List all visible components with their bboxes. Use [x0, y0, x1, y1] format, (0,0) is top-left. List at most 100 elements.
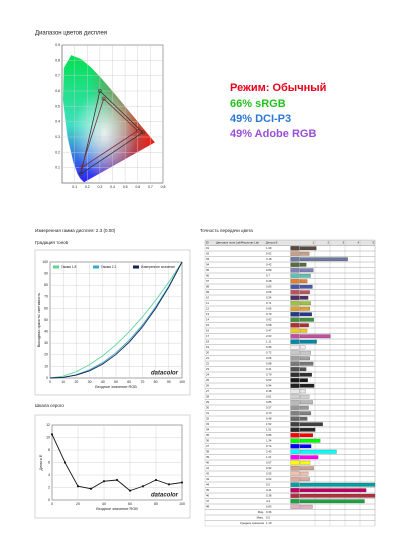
row-id: 22	[206, 361, 210, 365]
y-tick-label: 50	[44, 318, 48, 322]
color-swatch	[290, 279, 300, 284]
delta-e: 1.11	[266, 339, 272, 343]
delta-e: 1.34	[266, 438, 272, 442]
delta-bar	[299, 279, 308, 284]
summary-value: 5.5	[266, 515, 270, 519]
row-id: 28	[206, 394, 210, 398]
table-row	[204, 355, 376, 362]
table-row	[204, 261, 376, 268]
delta-bar	[299, 328, 308, 333]
delta-bar	[299, 350, 311, 355]
summary-value: 0.36	[266, 510, 272, 514]
scale-label: 1	[312, 240, 314, 244]
table-header: Цветовое поле Lab	[216, 240, 241, 244]
color-swatch	[290, 389, 300, 394]
table-row	[204, 272, 376, 279]
table-row	[204, 476, 376, 483]
delta-e: 0.65	[266, 290, 272, 294]
color-swatch	[290, 317, 300, 323]
delta-e: 0.89	[266, 268, 272, 272]
x-tick-label: 80	[154, 502, 158, 506]
title: Диапазон цветов дисплея	[35, 31, 107, 37]
delta-e: 0.79	[266, 312, 272, 316]
row-id: 43	[206, 477, 210, 481]
row-id: 13	[206, 312, 210, 316]
x-tick-label: 100	[179, 502, 185, 506]
panel	[34, 249, 191, 396]
row-id: 40	[206, 460, 210, 464]
y-tick-label: 0.4	[55, 120, 60, 124]
color-swatch	[290, 477, 300, 482]
vertex	[135, 128, 140, 133]
summary-label: Средние значения	[240, 521, 265, 525]
color-swatch	[290, 466, 300, 471]
color-swatch	[290, 471, 300, 477]
delta-bar	[299, 367, 307, 372]
delta-bar	[299, 444, 312, 449]
delta-e: 0.61	[266, 394, 272, 398]
delta-e: 0.79	[266, 372, 272, 376]
delta-bar	[299, 482, 376, 487]
legend-label: Гамма 1.8	[61, 265, 76, 269]
point	[141, 485, 145, 488]
delta-bar	[299, 416, 308, 421]
delta-e: 4.41	[266, 488, 272, 492]
mode: Режим: Обычный	[230, 82, 326, 94]
x-tick-label: 0.8	[161, 185, 166, 189]
delta-e: 0.73	[266, 411, 272, 415]
point	[102, 480, 106, 483]
delta-e: 2.43	[266, 449, 272, 453]
row-id: 42	[206, 471, 210, 475]
point	[154, 478, 158, 482]
row-id: 01	[206, 246, 210, 250]
delta-bar	[299, 438, 321, 443]
delta-bar	[299, 246, 317, 251]
srgb: 66% sRGB	[230, 98, 286, 110]
row-id: 10	[206, 295, 210, 299]
row-id: 31	[206, 411, 210, 415]
x-tick-label: 10	[61, 380, 65, 384]
delta-e: 0.88	[266, 361, 272, 365]
table-row	[204, 503, 376, 510]
y-tick-label: 0.7	[55, 74, 60, 78]
row-id: 30	[206, 405, 210, 409]
color-swatch	[290, 345, 300, 350]
delta-e: 0.67	[266, 460, 272, 464]
table-row	[204, 388, 376, 395]
delta-e: 0.47	[266, 328, 272, 332]
row-id: 37	[206, 444, 210, 448]
y-tick-label: 0.9	[55, 43, 60, 47]
row-id: 36	[206, 438, 210, 442]
delta-bar	[299, 262, 307, 267]
delta-e: 0.83	[266, 504, 272, 508]
x-tick-label: 50	[114, 380, 118, 384]
row-id: 07	[206, 279, 210, 283]
summary-label: Мин.	[258, 510, 264, 514]
delta-e: 2.03	[266, 334, 272, 338]
color-swatch	[290, 493, 300, 499]
y-tick-label: 0.1	[55, 166, 60, 170]
delta-e: 0.55	[266, 471, 272, 475]
delta-bar	[299, 361, 314, 366]
y-tick-label: 30	[44, 341, 48, 345]
table-row	[204, 404, 376, 411]
legend-swatch	[53, 265, 59, 269]
y-tick-label: 8	[48, 448, 50, 452]
table-row	[204, 278, 376, 285]
x-tick-label: 0.6	[135, 185, 140, 189]
panel	[34, 414, 191, 519]
color-swatch	[290, 455, 300, 460]
row-id: 16	[206, 328, 210, 332]
row-id: 21	[206, 356, 210, 360]
delta-e: 5.38	[266, 493, 272, 497]
table-title: Точность передачи цвета	[200, 228, 253, 233]
delta-e: 1.21	[266, 455, 272, 459]
row-id: 15	[206, 323, 210, 327]
color-swatch	[290, 268, 300, 273]
delta-e: 0.71	[266, 301, 272, 305]
table-row	[204, 283, 376, 290]
x-tick-label: 0.2	[85, 185, 90, 189]
x-tick-label: 20	[74, 380, 78, 384]
spectral-locus	[63, 55, 155, 183]
y-tick-label: 0	[46, 376, 48, 380]
